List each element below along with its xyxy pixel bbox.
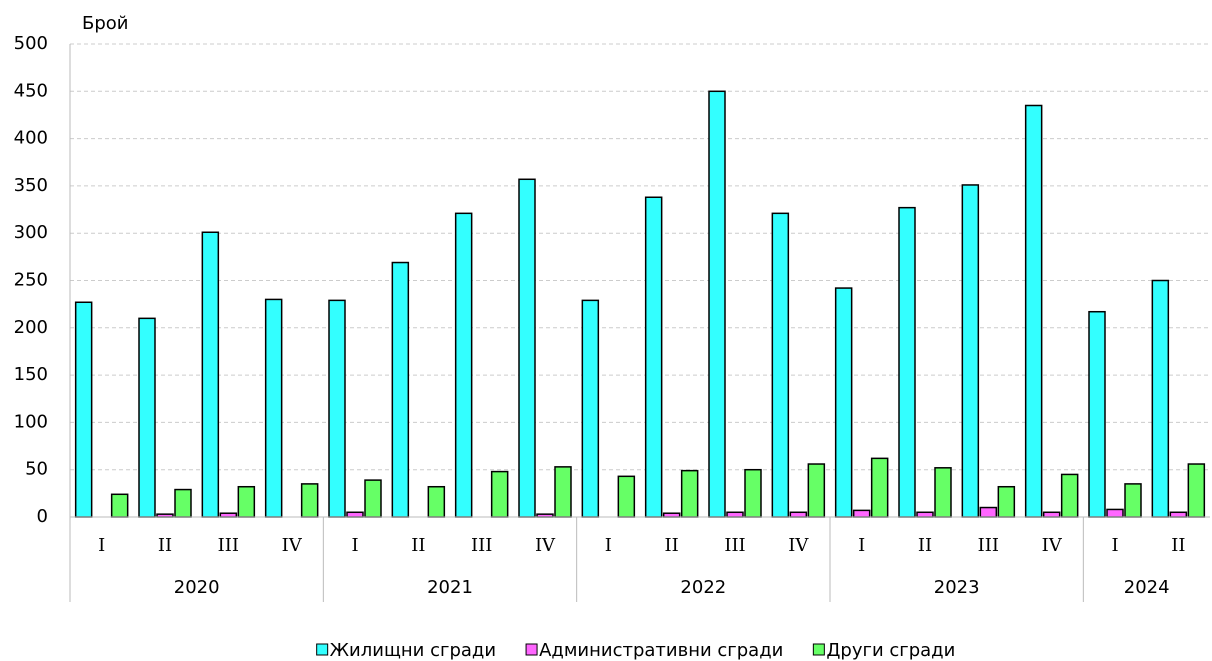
bar [454, 212, 473, 518]
bar [581, 299, 600, 518]
bar [427, 485, 446, 518]
legend-swatch [525, 643, 538, 656]
bar [997, 485, 1016, 518]
y-tick-label: 250 [14, 270, 48, 291]
bar [1060, 473, 1079, 518]
x-tick-label: I [1111, 535, 1118, 556]
bar [789, 511, 808, 518]
y-tick-label: 150 [14, 364, 48, 385]
y-tick-label: 300 [14, 222, 48, 243]
bar [300, 483, 319, 518]
bar [1124, 483, 1142, 518]
y-tick-label: 400 [14, 128, 48, 149]
bar [364, 479, 382, 518]
group-label: 2021 [427, 577, 473, 598]
bar [834, 287, 853, 518]
bar [934, 467, 952, 518]
bar [1106, 508, 1124, 518]
bar [852, 509, 871, 518]
bar [174, 488, 192, 518]
bar [662, 512, 681, 518]
x-tick-label: III [471, 535, 492, 556]
bar [138, 317, 156, 518]
x-tick-label: II [411, 535, 425, 556]
bar [916, 511, 934, 518]
bar [807, 463, 826, 518]
bar [898, 206, 916, 518]
x-tick-label: III [218, 535, 239, 556]
bar [264, 298, 283, 518]
bar [391, 261, 410, 518]
y-tick-label: 50 [25, 459, 48, 480]
bar [328, 299, 346, 518]
bar [110, 493, 129, 518]
bar [961, 184, 980, 518]
x-tick-label: II [158, 535, 172, 556]
bar [1042, 511, 1061, 518]
bar [708, 90, 726, 518]
y-tick-label: 200 [14, 317, 48, 338]
bar [74, 301, 93, 518]
legend-label: Административни сгради [539, 640, 783, 661]
x-tick-label: III [724, 535, 745, 556]
y-tick-label: 100 [14, 411, 48, 432]
bar [680, 469, 699, 518]
bar [1169, 511, 1188, 518]
bar [201, 231, 220, 518]
legend-swatch [316, 643, 329, 656]
x-tick-label: I [858, 535, 865, 556]
y-tick-label: 350 [14, 175, 48, 196]
bar [744, 468, 762, 518]
x-tick-label: IV [788, 535, 809, 556]
bar [1088, 310, 1106, 518]
bar [237, 485, 256, 518]
bar [771, 212, 790, 518]
bar [518, 178, 536, 518]
bar [490, 470, 509, 518]
bar [644, 196, 663, 518]
bar [1024, 104, 1043, 518]
y-tick-label: 450 [14, 80, 48, 101]
legend-swatch [812, 643, 825, 656]
bar [346, 511, 364, 518]
group-label: 2020 [174, 577, 220, 598]
x-tick-label: II [1171, 535, 1185, 556]
x-tick-label: I [605, 535, 612, 556]
group-label: 2022 [680, 577, 726, 598]
y-axis-label: Брой [82, 13, 129, 34]
legend-label: Други сгради [826, 640, 955, 661]
bar [554, 466, 572, 518]
y-tick-label: 0 [37, 506, 48, 527]
bar [1151, 279, 1170, 518]
bar [219, 512, 238, 518]
legend-label: Жилищни сгради [330, 640, 496, 661]
bar [1187, 463, 1206, 518]
group-label: 2023 [934, 577, 980, 598]
x-tick-label: IV [535, 535, 556, 556]
x-tick-label: II [918, 535, 932, 556]
bar [617, 475, 636, 518]
bar [979, 506, 998, 518]
x-tick-label: II [665, 535, 679, 556]
x-tick-label: IV [1042, 535, 1063, 556]
x-tick-label: I [98, 535, 105, 556]
bar [726, 511, 744, 518]
x-tick-label: IV [282, 535, 303, 556]
group-label: 2024 [1124, 577, 1170, 598]
x-tick-label: III [978, 535, 999, 556]
x-tick-label: I [351, 535, 358, 556]
bar [870, 457, 889, 518]
y-tick-label: 500 [14, 33, 48, 54]
